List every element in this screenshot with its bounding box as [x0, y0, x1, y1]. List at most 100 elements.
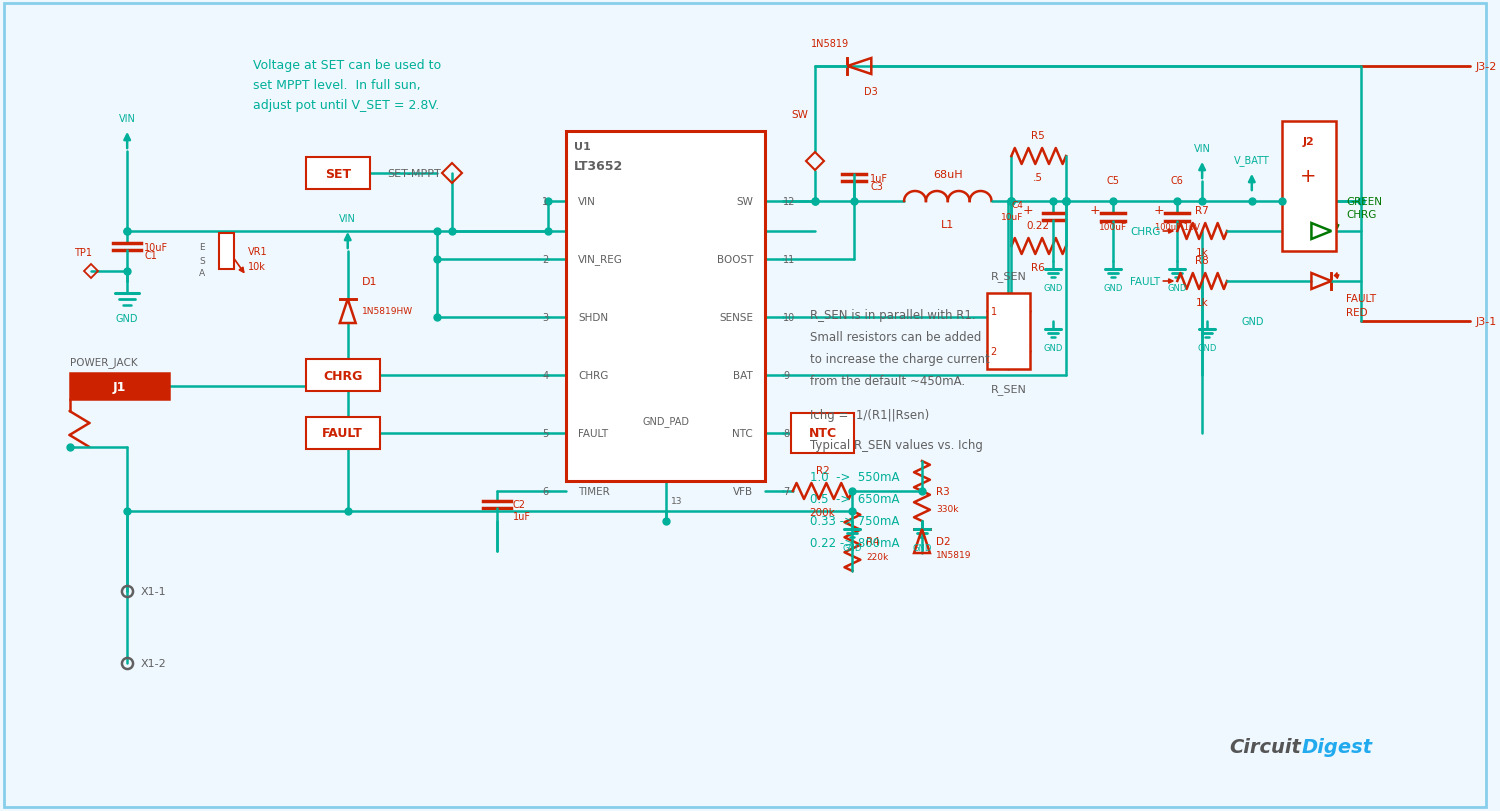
Text: to increase the charge current: to increase the charge current — [810, 353, 990, 366]
Text: D1: D1 — [362, 277, 376, 286]
Text: adjust pot until V_SET = 2.8V.: adjust pot until V_SET = 2.8V. — [254, 99, 440, 112]
Text: SET: SET — [324, 167, 351, 180]
Text: S: S — [200, 257, 204, 266]
Text: GND: GND — [1197, 344, 1216, 353]
Text: VR1: VR1 — [249, 247, 268, 257]
Text: Small resistors can be added: Small resistors can be added — [810, 331, 981, 344]
Text: 200k: 200k — [810, 508, 836, 517]
Text: 1N5819: 1N5819 — [936, 551, 972, 560]
Text: 1uF: 1uF — [513, 512, 531, 521]
Text: C6: C6 — [1172, 176, 1184, 186]
Text: R5: R5 — [1032, 131, 1046, 141]
Text: R4: R4 — [867, 536, 880, 547]
Text: R6: R6 — [1032, 263, 1046, 272]
Text: FAULT: FAULT — [578, 428, 609, 439]
Text: 1N5819HW: 1N5819HW — [362, 307, 413, 316]
Text: +: + — [1300, 167, 1317, 187]
Text: U1: U1 — [574, 142, 591, 152]
Text: J3-2: J3-2 — [1476, 62, 1497, 72]
Text: J3-1: J3-1 — [1476, 316, 1497, 327]
FancyBboxPatch shape — [1281, 122, 1336, 251]
Text: 0.22: 0.22 — [1026, 221, 1050, 230]
FancyBboxPatch shape — [306, 418, 380, 449]
Text: POWER_JACK: POWER_JACK — [69, 357, 136, 367]
Text: Ichg = .1/(R1||Rsen): Ichg = .1/(R1||Rsen) — [810, 409, 928, 422]
Text: TIMER: TIMER — [578, 487, 610, 496]
Text: GND: GND — [1242, 316, 1264, 327]
Text: 2: 2 — [542, 255, 549, 264]
FancyBboxPatch shape — [219, 234, 234, 270]
Text: X1-2: X1-2 — [141, 659, 166, 668]
Text: SHDN: SHDN — [578, 312, 609, 323]
FancyBboxPatch shape — [306, 158, 369, 190]
Text: C5: C5 — [1106, 176, 1119, 186]
Text: GND: GND — [1044, 344, 1064, 353]
Text: SET-MPPT: SET-MPPT — [387, 169, 441, 178]
Text: VIN: VIN — [118, 114, 135, 124]
Text: 10uF: 10uF — [1000, 212, 1023, 221]
Text: +: + — [1023, 204, 1034, 217]
Text: GND: GND — [912, 543, 932, 552]
Text: 10uF: 10uF — [144, 242, 168, 253]
Text: VIN: VIN — [578, 197, 596, 207]
FancyBboxPatch shape — [306, 359, 380, 392]
Text: FAULT: FAULT — [1131, 277, 1161, 286]
Text: Voltage at SET can be used to: Voltage at SET can be used to — [254, 59, 441, 72]
Text: D3: D3 — [864, 87, 877, 97]
Text: E: E — [200, 242, 204, 251]
Text: 0.5  ->  650mA: 0.5 -> 650mA — [810, 492, 898, 505]
Text: 12: 12 — [783, 197, 795, 207]
Text: LT3652: LT3652 — [574, 160, 624, 173]
Text: SW: SW — [736, 197, 753, 207]
Text: BOOST: BOOST — [717, 255, 753, 264]
Text: C2: C2 — [513, 500, 525, 509]
Text: 1.0  ->  550mA: 1.0 -> 550mA — [810, 470, 898, 483]
Text: GND: GND — [1044, 284, 1064, 293]
FancyBboxPatch shape — [790, 414, 855, 453]
FancyBboxPatch shape — [567, 132, 765, 482]
Text: 9: 9 — [783, 371, 789, 380]
Text: A: A — [198, 269, 204, 278]
Text: R7: R7 — [1196, 206, 1209, 216]
Text: 13: 13 — [670, 497, 682, 506]
Text: 100uF: 100uF — [1098, 223, 1126, 232]
Text: VIN_REG: VIN_REG — [578, 254, 622, 265]
Text: R2: R2 — [816, 466, 830, 475]
Text: 6: 6 — [543, 487, 549, 496]
Text: GND: GND — [1102, 284, 1122, 293]
Text: V_BATT: V_BATT — [1234, 155, 1269, 165]
Text: GREEN: GREEN — [1346, 197, 1382, 207]
Text: R_SEN is in parallel with R1.: R_SEN is in parallel with R1. — [810, 309, 975, 322]
Text: 68uH: 68uH — [933, 169, 963, 180]
Text: 10k: 10k — [249, 262, 267, 272]
Text: +: + — [1154, 204, 1164, 217]
Text: CHRG: CHRG — [1346, 210, 1377, 220]
Text: X1-1: X1-1 — [141, 586, 166, 596]
Text: C1: C1 — [144, 251, 158, 260]
Text: R3: R3 — [936, 487, 950, 496]
Text: D2: D2 — [936, 536, 951, 547]
Text: 1uF: 1uF — [870, 174, 888, 184]
Text: GND: GND — [116, 314, 138, 324]
Text: 7: 7 — [783, 487, 789, 496]
Text: TP1: TP1 — [75, 247, 93, 258]
Text: from the default ~450mA.: from the default ~450mA. — [810, 375, 964, 388]
Text: Typical R_SEN values vs. Ichg: Typical R_SEN values vs. Ichg — [810, 439, 982, 452]
Text: 0.33 -> 750mA: 0.33 -> 750mA — [810, 514, 898, 527]
Text: VIN: VIN — [339, 214, 356, 224]
Text: FAULT: FAULT — [322, 427, 363, 440]
FancyBboxPatch shape — [69, 374, 170, 400]
Text: 330k: 330k — [936, 505, 958, 514]
Text: +: + — [1089, 204, 1100, 217]
Text: VIN: VIN — [1194, 144, 1210, 154]
Text: CHRG: CHRG — [322, 369, 363, 382]
Text: J2: J2 — [1302, 137, 1314, 147]
Text: NTC: NTC — [808, 427, 837, 440]
Text: .5: .5 — [1034, 173, 1042, 182]
Text: SENSE: SENSE — [718, 312, 753, 323]
Text: R8: R8 — [1196, 255, 1209, 266]
Text: 3: 3 — [543, 312, 549, 323]
Text: 220k: 220k — [867, 551, 888, 561]
Text: 4: 4 — [543, 371, 549, 380]
Text: R_SEN: R_SEN — [990, 271, 1026, 281]
